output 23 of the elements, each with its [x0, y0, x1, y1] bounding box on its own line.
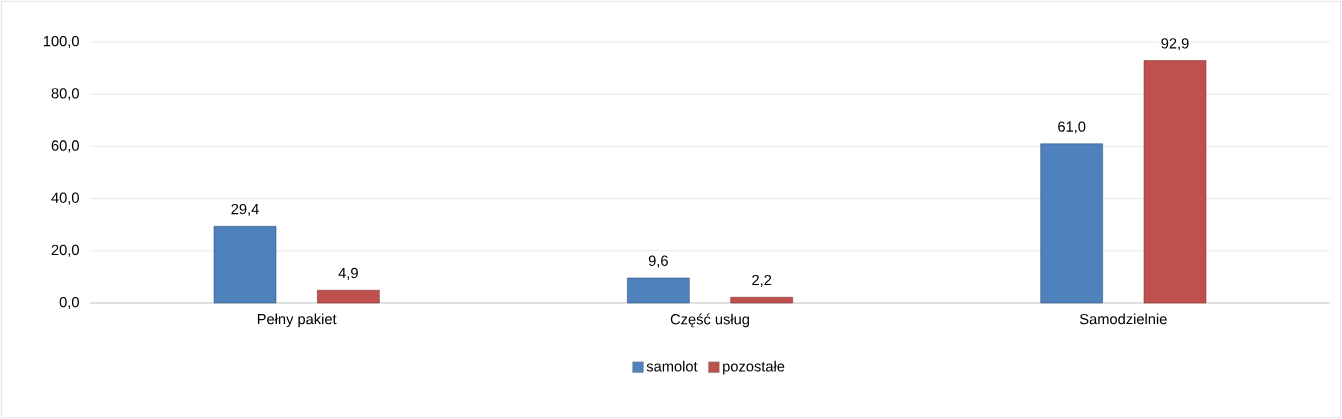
y-tick-label: 40,0 — [51, 192, 79, 205]
bar — [1040, 143, 1103, 304]
y-tick-label: 60,0 — [51, 140, 79, 153]
data-label: 2,2 — [752, 274, 772, 287]
bar — [730, 296, 793, 304]
data-label: 29,4 — [231, 203, 259, 217]
y-tick-label: 20,0 — [51, 244, 79, 257]
data-label: 4,9 — [338, 267, 358, 280]
data-label: 9,6 — [648, 255, 668, 268]
bar — [317, 289, 380, 304]
bar — [627, 277, 690, 304]
bar — [1143, 60, 1207, 304]
data-label: 61,0 — [1058, 121, 1086, 134]
y-tick-label: 100,0 — [43, 35, 79, 49]
y-tick-label: 80,0 — [51, 88, 79, 101]
x-tick-label: Pełny pakiet — [257, 313, 337, 328]
y-tick-label: 0,0 — [59, 296, 79, 310]
legend-label: samolot — [646, 360, 698, 372]
legend-label: pozostałe — [723, 360, 785, 375]
bar — [213, 226, 277, 304]
x-tick-label: Samodzielnie — [1079, 313, 1167, 325]
x-tick-label: Część usług — [670, 313, 749, 328]
data-label: 92,9 — [1161, 38, 1189, 51]
